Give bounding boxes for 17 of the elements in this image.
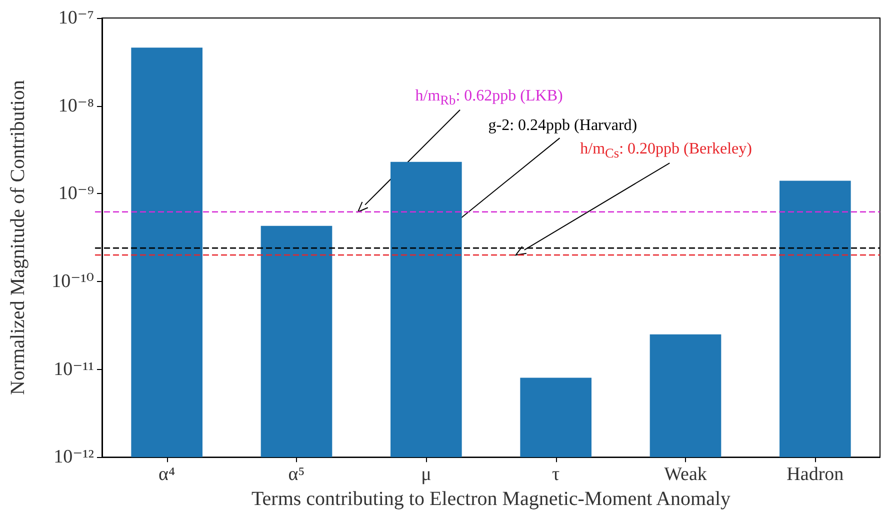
x-tick-label: α⁵ bbox=[288, 464, 305, 486]
y-tick-label: 10⁻⁹ bbox=[58, 183, 94, 204]
y-tick-label: 10⁻¹² bbox=[54, 446, 94, 468]
x-tick-label: Weak bbox=[664, 464, 708, 486]
y-tick-label: 10⁻¹¹ bbox=[54, 358, 94, 380]
x-tick-label: τ bbox=[552, 464, 560, 486]
y-axis-title: Normalized Magnitude of Contribution bbox=[7, 80, 29, 396]
x-axis-title: Terms contributing to Electron Magnetic-Moment Anomaly bbox=[251, 488, 731, 510]
ref-line-label: g-2: 0.24ppb (Harvard) bbox=[488, 117, 638, 136]
x-tick-label: μ bbox=[421, 464, 432, 486]
ref-line-label: h/m$_{Rb}$: 0.62ppb (LKB) bbox=[415, 87, 563, 108]
x-tick-label: Hadron bbox=[786, 464, 844, 486]
y-tick-label: 10⁻¹⁰ bbox=[52, 270, 94, 292]
y-tick-label: 10⁻⁷ bbox=[58, 8, 94, 28]
y-tick-label: 10⁻⁸ bbox=[58, 95, 94, 116]
x-tick-label: α⁴ bbox=[158, 464, 176, 486]
ref-line-label: h/m$_{Cs}$: 0.20ppb (Berkeley) bbox=[580, 140, 752, 162]
